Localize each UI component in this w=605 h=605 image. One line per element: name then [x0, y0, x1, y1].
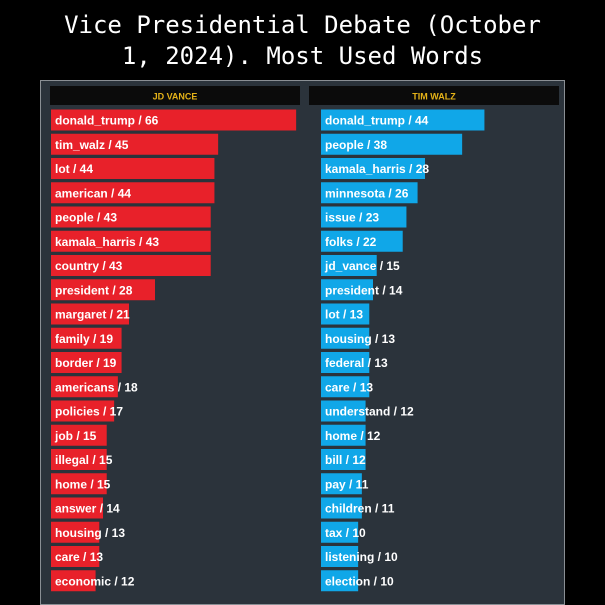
vance-label-answer: answer / 14: [55, 502, 120, 516]
vance-bar-job: [51, 424, 107, 446]
walz-label-jd_vance: jd_vance / 15: [324, 259, 400, 273]
walz-label-home: home / 12: [325, 429, 381, 443]
walz-title: TIM WALZ: [412, 92, 456, 102]
vance-bar-tim_walz: [51, 133, 219, 155]
walz-bar-jd_vance: [321, 255, 377, 276]
walz-bar-minnesota: [321, 182, 418, 204]
vance-label-margaret: margaret / 21: [55, 308, 130, 322]
vance-label-policies: policies / 17: [55, 405, 123, 419]
walz-bar-president: [321, 279, 373, 301]
walz-label-children: children / 11: [325, 502, 395, 516]
walz-label-donald_trump: donald_trump / 44: [325, 114, 429, 128]
vance-label-home: home / 15: [55, 477, 111, 491]
walz-label-understand: understand / 12: [325, 405, 414, 419]
page-title: Vice Presidential Debate (October 1, 202…: [64, 11, 541, 70]
walz-label-election: election / 10: [325, 574, 394, 588]
walz-bar-pay: [321, 473, 362, 495]
walz-label-president: president / 14: [325, 283, 403, 297]
vance-bar-economic: [51, 570, 96, 592]
walz-bar-folks: [321, 230, 403, 252]
vance-label-people: people / 43: [55, 211, 117, 225]
walz-label-pay: pay / 11: [325, 477, 369, 491]
walz-label-care: care / 13: [325, 380, 373, 394]
walz-bar-federal: [321, 352, 370, 373]
vance-label-housing: housing / 13: [55, 526, 125, 540]
vance-bar-kamala_harris: [51, 230, 211, 252]
walz-label-housing: housing / 13: [325, 332, 395, 346]
vance-header: [50, 86, 300, 105]
walz-bar-donald_trump: [321, 109, 485, 131]
walz-bar-kamala_harris: [321, 158, 425, 179]
vance-title: JD VANCE: [153, 92, 198, 102]
walz-label-issue: issue / 23: [325, 211, 379, 225]
vance-bar-people: [51, 206, 211, 228]
vance-bar-american: [51, 182, 215, 204]
vance-bar-family: [51, 327, 122, 349]
walz-bar-home: [321, 424, 366, 446]
vance-bar-margaret: [51, 303, 129, 325]
vance-bar-home: [51, 473, 107, 495]
vance-bar-illegal: [51, 449, 107, 470]
chart-panel: JD VANCE donald_trump / 66 tim_walz / 45 lo…: [40, 80, 565, 605]
vance-label-illegal: illegal / 15: [55, 453, 113, 467]
vance-bar-country: [51, 255, 211, 276]
walz-bar-children: [321, 497, 362, 519]
walz-label-people: people / 38: [325, 138, 387, 152]
vance-label-country: country / 43: [55, 259, 123, 273]
vance-label-economic: economic / 12: [55, 574, 135, 588]
walz-bar-care: [321, 376, 370, 398]
vance-bar-policies: [51, 400, 115, 422]
vance-label-job: job / 15: [54, 429, 97, 443]
vance-bar-lot: [51, 158, 215, 179]
vance-bar-housing: [51, 521, 100, 543]
vance-label-american: american / 44: [55, 186, 131, 200]
walz-label-federal: federal / 13: [325, 356, 388, 370]
walz-bar-listening: [321, 546, 359, 567]
vance-label-tim_walz: tim_walz / 45: [55, 138, 129, 152]
vance-label-americans: americans / 18: [55, 380, 138, 394]
vance-label-lot: lot / 44: [55, 162, 93, 176]
walz-header: [309, 86, 559, 105]
vance-label-president: president / 28: [55, 283, 133, 297]
walz-bar-tax: [321, 521, 359, 543]
walz-bar-election: [321, 570, 359, 592]
vance-bar-president: [51, 279, 155, 301]
vance-label-care: care / 13: [55, 550, 103, 564]
walz-label-kamala_harris: kamala_harris / 28: [325, 162, 429, 176]
bar-charts: JD VANCE donald_trump / 66 tim_walz / 45 lo…: [41, 81, 564, 604]
walz-bar-understand: [321, 400, 366, 422]
vance-label-donald_trump: donald_trump / 66: [55, 114, 159, 128]
walz-label-bill: bill / 12: [325, 453, 366, 467]
vance-bar-care: [51, 546, 100, 567]
walz-bar-bill: [321, 449, 366, 470]
walz-bar-people: [321, 133, 463, 155]
vance-label-family: family / 19: [55, 332, 113, 346]
vance-label-kamala_harris: kamala_harris / 43: [55, 235, 159, 249]
walz-bar-issue: [321, 206, 407, 228]
vance-bar-donald_trump: [51, 109, 297, 131]
walz-bar-lot: [321, 303, 370, 325]
walz-bar-housing: [321, 327, 370, 349]
walz-label-folks: folks / 22: [325, 235, 377, 249]
walz-label-tax: tax / 10: [325, 526, 366, 540]
walz-label-listening: listening / 10: [325, 550, 398, 564]
vance-bar-americans: [51, 376, 118, 398]
walz-label-lot: lot / 13: [325, 308, 363, 322]
vance-bar-border: [51, 352, 122, 373]
walz-label-minnesota: minnesota / 26: [325, 186, 409, 200]
vance-label-border: border / 19: [55, 356, 117, 370]
vance-bar-answer: [51, 497, 103, 519]
